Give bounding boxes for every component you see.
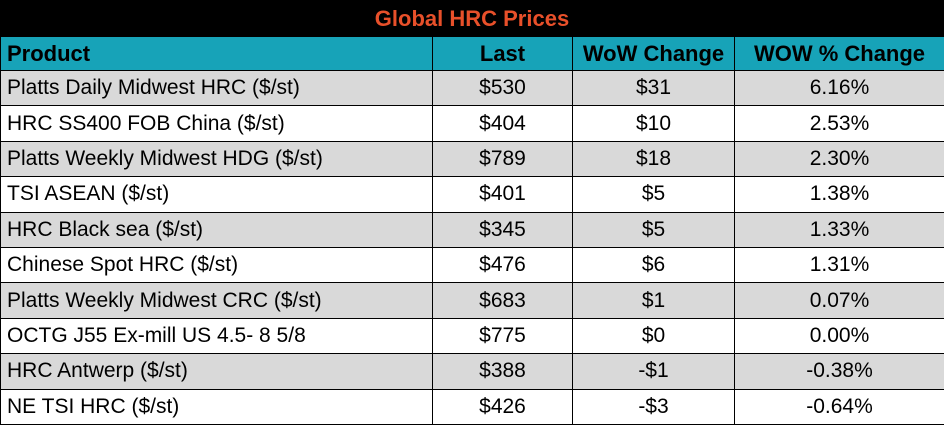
last-cell: $404 <box>433 106 573 141</box>
product-cell: HRC Antwerp ($/st) <box>1 354 433 389</box>
last-cell: $345 <box>433 212 573 247</box>
product-cell: Chinese Spot HRC ($/st) <box>1 247 433 282</box>
product-cell: OCTG J55 Ex-mill US 4.5- 8 5/8 <box>1 318 433 353</box>
last-cell: $530 <box>433 71 573 106</box>
wow-change-cell: $6 <box>573 247 735 282</box>
last-cell: $426 <box>433 389 573 424</box>
wow-pct-change-cell: -0.64% <box>735 389 944 424</box>
wow-change-cell: $10 <box>573 106 735 141</box>
wow-pct-change-cell: 0.07% <box>735 283 944 318</box>
last-cell: $775 <box>433 318 573 353</box>
product-cell: NE TSI HRC ($/st) <box>1 389 433 424</box>
header-product: Product <box>1 37 433 71</box>
wow-change-cell: -$3 <box>573 389 735 424</box>
wow-pct-change-cell: 0.00% <box>735 318 944 353</box>
wow-change-cell: $18 <box>573 141 735 176</box>
wow-pct-change-cell: 1.33% <box>735 212 944 247</box>
wow-change-cell: $31 <box>573 71 735 106</box>
product-cell: Platts Weekly Midwest HDG ($/st) <box>1 141 433 176</box>
wow-pct-change-cell: 1.38% <box>735 177 944 212</box>
header-wow-pct-change: WOW % Change <box>735 37 944 71</box>
wow-pct-change-cell: -0.38% <box>735 354 944 389</box>
last-cell: $683 <box>433 283 573 318</box>
last-cell: $476 <box>433 247 573 282</box>
wow-change-cell: -$1 <box>573 354 735 389</box>
wow-change-cell: $5 <box>573 212 735 247</box>
wow-pct-change-cell: 1.31% <box>735 247 944 282</box>
wow-pct-change-cell: 2.30% <box>735 141 944 176</box>
product-cell: TSI ASEAN ($/st) <box>1 177 433 212</box>
wow-change-cell: $1 <box>573 283 735 318</box>
wow-pct-change-cell: 6.16% <box>735 71 944 106</box>
product-cell: HRC SS400 FOB China ($/st) <box>1 106 433 141</box>
product-cell: HRC Black sea ($/st) <box>1 212 433 247</box>
last-cell: $401 <box>433 177 573 212</box>
table-row: HRC Antwerp ($/st)$388-$1-0.38% <box>1 354 944 389</box>
wow-change-cell: $5 <box>573 177 735 212</box>
last-cell: $388 <box>433 354 573 389</box>
product-cell: Platts Weekly Midwest CRC ($/st) <box>1 283 433 318</box>
last-cell: $789 <box>433 141 573 176</box>
wow-change-cell: $0 <box>573 318 735 353</box>
header-row: Product Last WoW Change WOW % Change <box>1 37 944 71</box>
table-title: Global HRC Prices <box>0 0 944 36</box>
header-last: Last <box>433 37 573 71</box>
product-cell: Platts Daily Midwest HRC ($/st) <box>1 71 433 106</box>
table-row: NE TSI HRC ($/st)$426-$3-0.64% <box>1 389 944 424</box>
prices-table: Product Last WoW Change WOW % Change Pla… <box>0 36 944 425</box>
header-wow-change: WoW Change <box>573 37 735 71</box>
wow-pct-change-cell: 2.53% <box>735 106 944 141</box>
